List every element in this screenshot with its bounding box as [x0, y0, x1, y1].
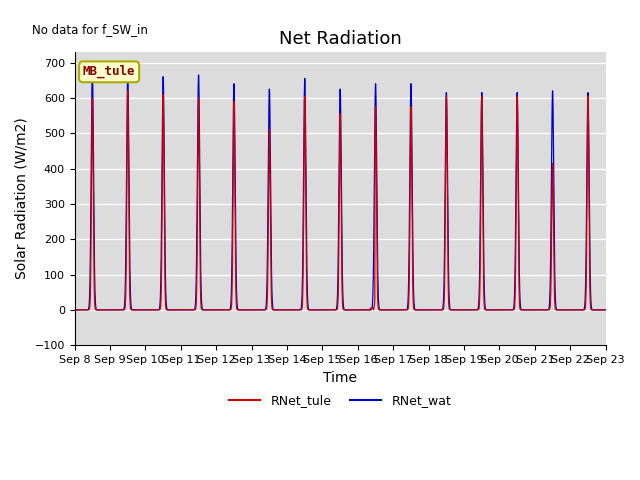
RNet_wat: [88, 67, 96, 72]
Y-axis label: Solar Radiation (W/m2): Solar Radiation (W/m2): [15, 118, 29, 279]
RNet_wat: [580, 307, 588, 312]
Text: MB_tule: MB_tule: [83, 65, 136, 78]
RNet_wat: [425, 307, 433, 313]
RNet_tule: [474, 307, 482, 313]
RNet_tule: [580, 307, 588, 313]
RNet_wat: [459, 307, 467, 313]
RNet_tule: [602, 307, 609, 313]
RNet_tule: [252, 307, 259, 313]
RNet_tule: [573, 307, 580, 313]
RNet_tule: [71, 307, 79, 313]
RNet_wat: [252, 307, 259, 313]
RNet_tule: [124, 88, 132, 94]
Title: Net Radiation: Net Radiation: [279, 30, 401, 48]
RNet_tule: [370, 307, 378, 313]
RNet_wat: [71, 307, 79, 313]
RNet_wat: [322, 307, 330, 313]
Legend: RNet_tule, RNet_wat: RNet_tule, RNet_wat: [224, 389, 456, 412]
RNet_tule: [322, 307, 330, 313]
Text: No data for f_SW_in: No data for f_SW_in: [32, 23, 148, 36]
Line: RNet_tule: RNet_tule: [75, 91, 605, 310]
RNet_tule: [459, 307, 467, 313]
Line: RNet_wat: RNet_wat: [75, 70, 605, 310]
RNet_wat: [474, 306, 482, 312]
X-axis label: Time: Time: [323, 371, 357, 384]
RNet_wat: [573, 307, 580, 313]
RNet_wat: [602, 307, 609, 313]
